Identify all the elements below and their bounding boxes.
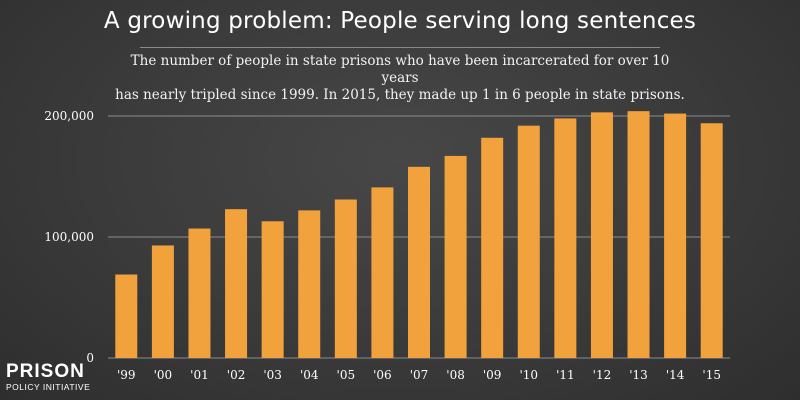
- y-tick-label: 200,000: [44, 109, 94, 123]
- bar: [115, 274, 138, 358]
- chart-title: A growing problem: People serving long s…: [103, 8, 697, 34]
- x-tick-label: '13: [629, 368, 648, 382]
- x-tick-label: '03: [263, 368, 282, 382]
- x-tick-label: '01: [190, 368, 209, 382]
- bar: [627, 111, 650, 358]
- bar: [334, 199, 357, 358]
- logo-main-text: PRISON: [6, 361, 85, 382]
- x-tick-label: '10: [519, 368, 538, 382]
- bar: [517, 125, 540, 359]
- bar: [298, 210, 321, 358]
- x-tick-label: '15: [702, 368, 721, 382]
- bar: [481, 137, 504, 358]
- chart-subtitle: The number of people in state prisons wh…: [110, 53, 690, 104]
- x-tick-label: '08: [446, 368, 465, 382]
- bar: [225, 209, 248, 358]
- x-tick-label: '11: [556, 368, 575, 382]
- bar: [700, 123, 723, 358]
- x-tick-label: '99: [117, 368, 136, 382]
- x-tick-label: '00: [154, 368, 173, 382]
- bar: [664, 113, 687, 358]
- bar: [261, 221, 284, 358]
- x-tick-label: '05: [337, 368, 356, 382]
- prison-policy-initiative-logo: PRISON POLICY INITIATIVE: [6, 362, 90, 393]
- subtitle-line-2: has nearly tripled since 1999. In 2015, …: [115, 87, 685, 103]
- bar: [188, 228, 211, 358]
- bar: [444, 155, 467, 358]
- x-tick-label: '02: [227, 368, 246, 382]
- x-tick-label: '06: [373, 368, 392, 382]
- bar: [554, 118, 577, 358]
- y-tick-label: 100,000: [44, 230, 94, 244]
- x-tick-label: '14: [666, 368, 685, 382]
- x-tick-label: '04: [300, 368, 319, 382]
- x-tick-label: '12: [593, 368, 612, 382]
- title-divider: [140, 47, 660, 48]
- y-tick-label: 0: [86, 351, 94, 365]
- bar: [371, 187, 394, 358]
- x-tick-label: '07: [410, 368, 429, 382]
- logo-sub-text: POLICY INITIATIVE: [6, 382, 91, 392]
- subtitle-line-1: The number of people in state prisons wh…: [130, 53, 670, 86]
- bar: [590, 112, 613, 359]
- bar: [408, 166, 430, 358]
- bar: [151, 245, 174, 358]
- x-tick-label: '09: [483, 368, 502, 382]
